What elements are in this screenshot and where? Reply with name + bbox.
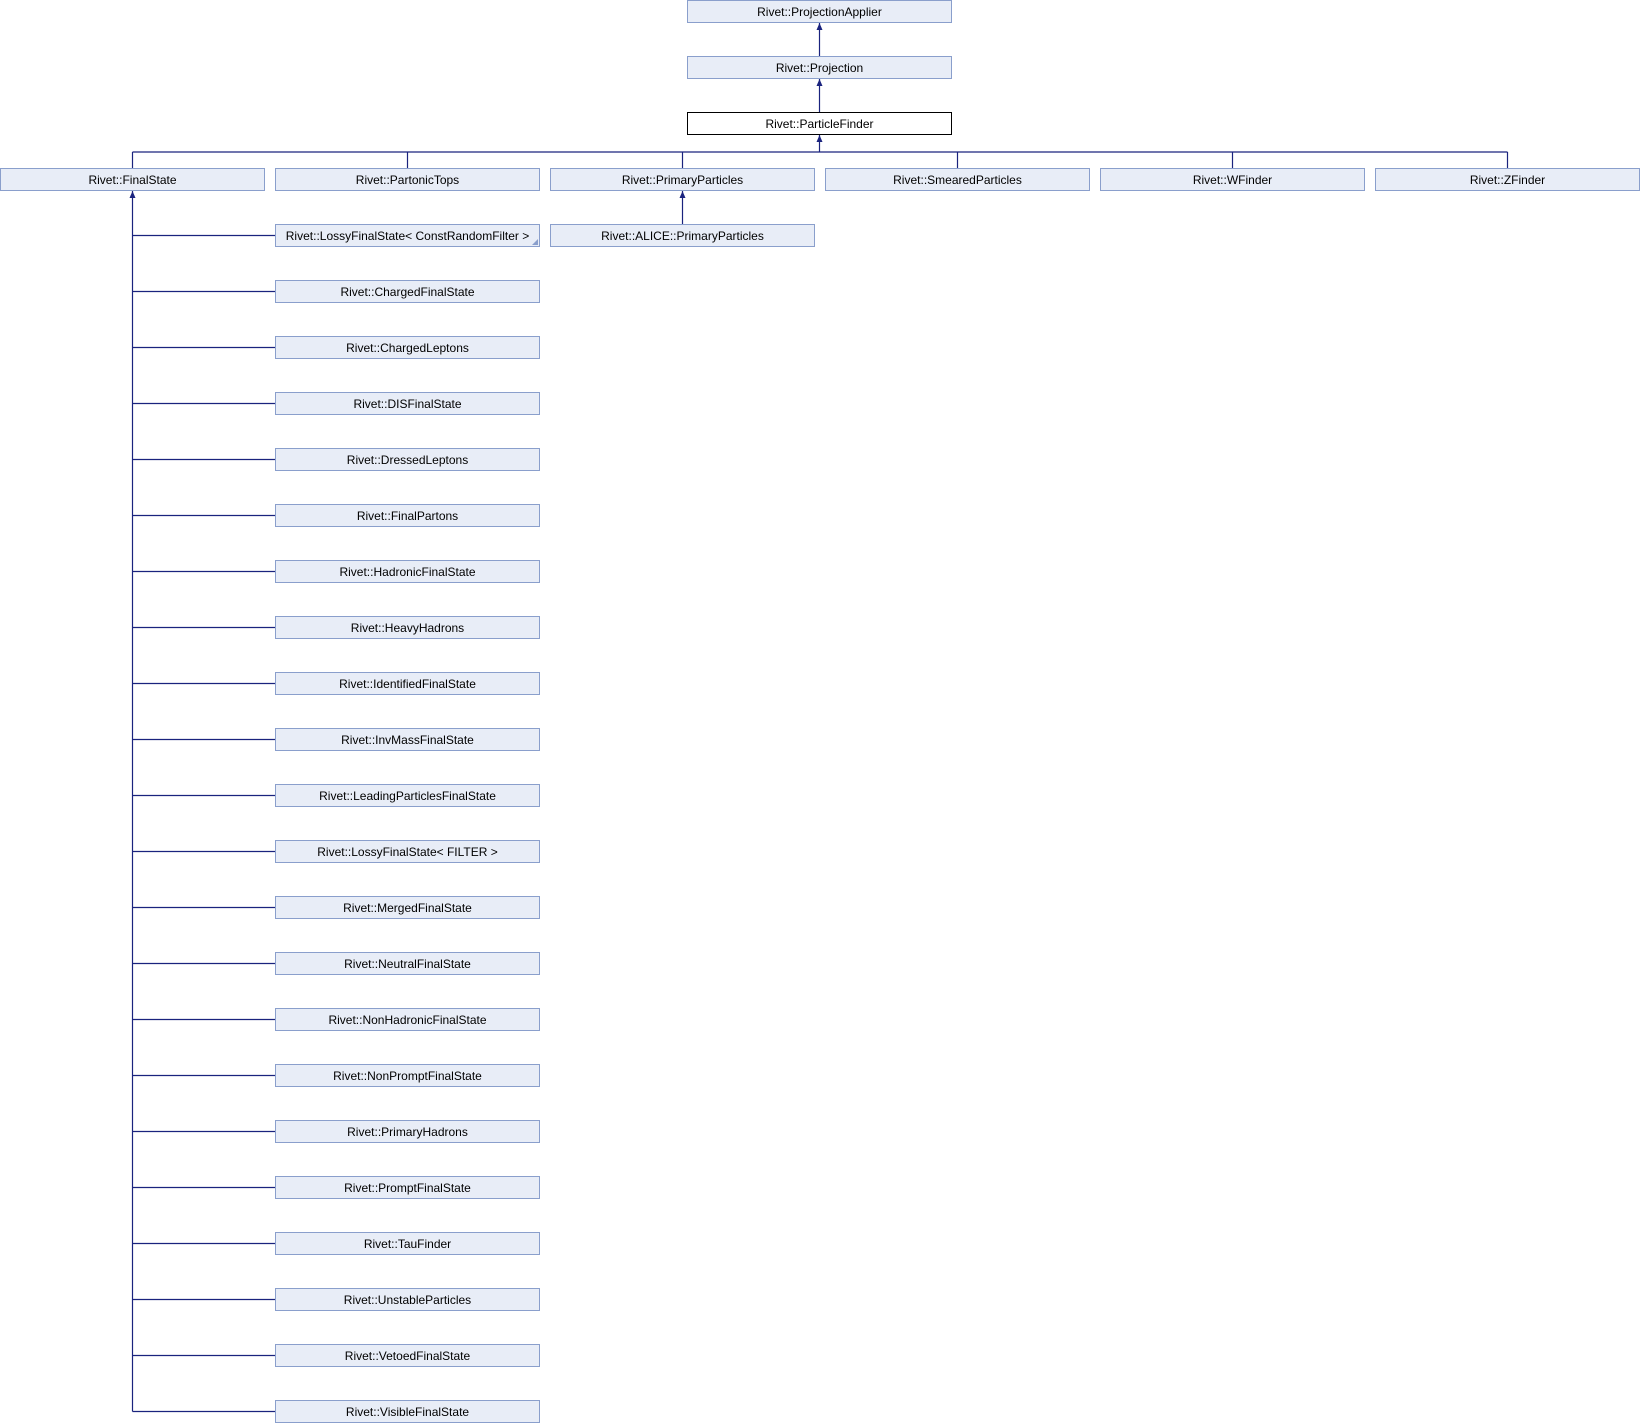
node-final-state[interactable]: Rivet::FinalState xyxy=(0,168,265,191)
edge-arrowhead xyxy=(816,135,823,142)
edge-arrowhead xyxy=(129,191,136,198)
node-leading-particles-final-state[interactable]: Rivet::LeadingParticlesFinalState xyxy=(275,784,540,807)
node-projection[interactable]: Rivet::Projection xyxy=(687,56,952,79)
node-label: Rivet::LossyFinalState< ConstRandomFilte… xyxy=(285,228,530,243)
node-lossy-final-state-filter[interactable]: Rivet::LossyFinalState< FILTER > xyxy=(275,840,540,863)
node-inv-mass-final-state[interactable]: Rivet::InvMassFinalState xyxy=(275,728,540,751)
node-w-finder[interactable]: Rivet::WFinder xyxy=(1100,168,1365,191)
node-non-prompt-final-state[interactable]: Rivet::NonPromptFinalState xyxy=(275,1064,540,1087)
node-primary-hadrons[interactable]: Rivet::PrimaryHadrons xyxy=(275,1120,540,1143)
edge-arrowhead xyxy=(679,191,686,198)
node-projection-applier[interactable]: Rivet::ProjectionApplier xyxy=(687,0,952,23)
node-charged-final-state[interactable]: Rivet::ChargedFinalState xyxy=(275,280,540,303)
node-final-partons[interactable]: Rivet::FinalPartons xyxy=(275,504,540,527)
node-hadronic-final-state[interactable]: Rivet::HadronicFinalState xyxy=(275,560,540,583)
node-partonic-tops[interactable]: Rivet::PartonicTops xyxy=(275,168,540,191)
node-heavy-hadrons[interactable]: Rivet::HeavyHadrons xyxy=(275,616,540,639)
node-primary-particles[interactable]: Rivet::PrimaryParticles xyxy=(550,168,815,191)
node-unstable-particles[interactable]: Rivet::UnstableParticles xyxy=(275,1288,540,1311)
node-dis-final-state[interactable]: Rivet::DISFinalState xyxy=(275,392,540,415)
edge-arrowhead xyxy=(816,23,823,30)
node-alice-primary-particles[interactable]: Rivet::ALICE::PrimaryParticles xyxy=(550,224,815,247)
node-identified-final-state[interactable]: Rivet::IdentifiedFinalState xyxy=(275,672,540,695)
node-visible-final-state[interactable]: Rivet::VisibleFinalState xyxy=(275,1400,540,1423)
node-non-hadronic-final-state[interactable]: Rivet::NonHadronicFinalState xyxy=(275,1008,540,1031)
node-merged-final-state[interactable]: Rivet::MergedFinalState xyxy=(275,896,540,919)
node-particle-finder: Rivet::ParticleFinder xyxy=(687,112,952,135)
node-neutral-final-state[interactable]: Rivet::NeutralFinalState xyxy=(275,952,540,975)
node-smeared-particles[interactable]: Rivet::SmearedParticles xyxy=(825,168,1090,191)
node-z-finder[interactable]: Rivet::ZFinder xyxy=(1375,168,1640,191)
node-lossy-final-state-const-random-filter[interactable]: Rivet::LossyFinalState< ConstRandomFilte… xyxy=(275,224,540,247)
node-vetoed-final-state[interactable]: Rivet::VetoedFinalState xyxy=(275,1344,540,1367)
node-dressed-leptons[interactable]: Rivet::DressedLeptons xyxy=(275,448,540,471)
template-corner-icon xyxy=(532,239,538,245)
node-tau-finder[interactable]: Rivet::TauFinder xyxy=(275,1232,540,1255)
edge-arrowhead xyxy=(816,79,823,86)
node-prompt-final-state[interactable]: Rivet::PromptFinalState xyxy=(275,1176,540,1199)
node-charged-leptons[interactable]: Rivet::ChargedLeptons xyxy=(275,336,540,359)
